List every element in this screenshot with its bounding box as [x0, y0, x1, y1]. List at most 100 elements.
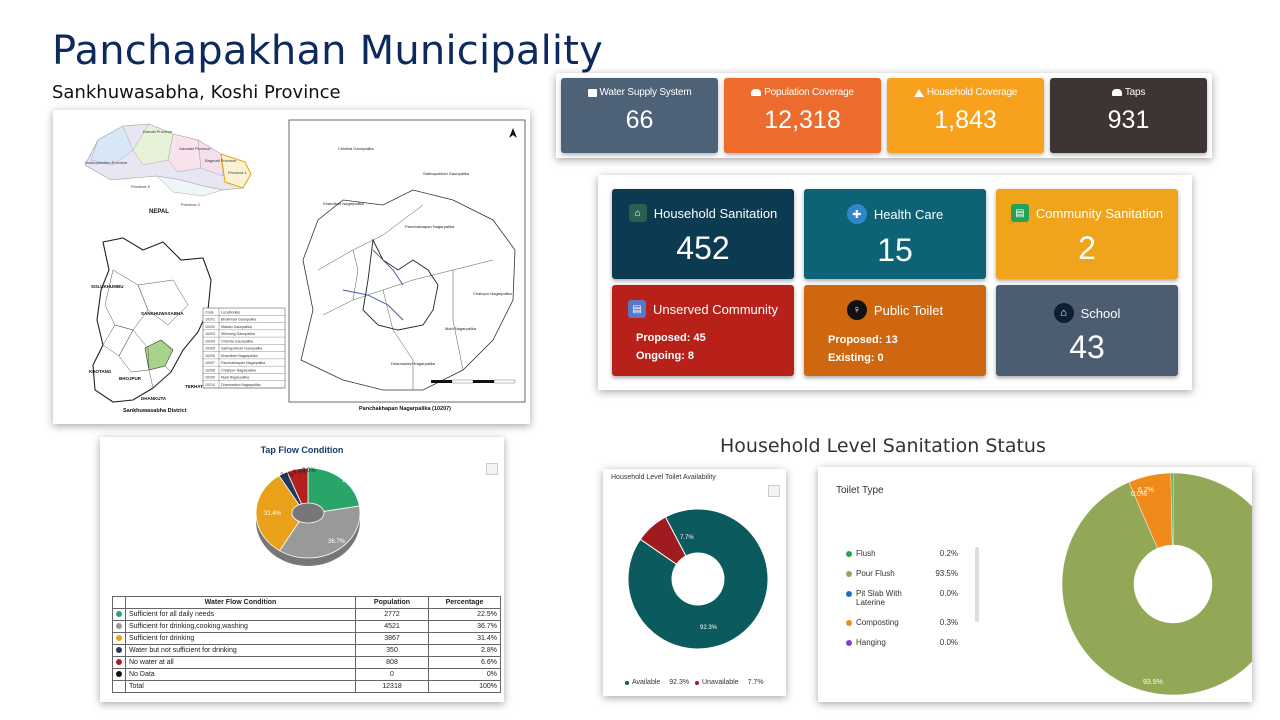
card-school[interactable]: ⌂ School 43 [996, 285, 1178, 376]
localbody-code: 10205 [205, 347, 215, 351]
row-population: 808 [355, 656, 429, 669]
card-value: 2 [1078, 230, 1096, 266]
availability-slice-0[interactable] [627, 508, 769, 650]
tap-flow-pie: 22.5% 36.7% 31.4% 2.8% 6.6%0.0% [255, 467, 361, 566]
toilet-type-slice-2[interactable] [1170, 472, 1174, 546]
stat-household-coverage[interactable]: Household Coverage 1,843 [887, 78, 1044, 153]
availability-slice-1[interactable] [639, 516, 687, 565]
map-label-terhathum: TERHATHUM [185, 384, 213, 389]
row-swatch [112, 620, 126, 633]
tap-slice-0[interactable] [307, 467, 360, 512]
legend-item[interactable]: Flush 0.2% [846, 549, 958, 558]
localbody-code: Code [205, 310, 214, 314]
legend-swatch [625, 680, 629, 685]
row-condition: Sufficient for drinking,cooking,washing [125, 620, 356, 633]
school-icon: ⌂ [1053, 303, 1074, 323]
card-public-toilet[interactable]: ♀ Public Toilet Proposed: 13 Existing: 0 [804, 285, 986, 376]
legend-available[interactable]: Available 92.3% [625, 679, 689, 686]
tap-slice-1[interactable] [279, 505, 361, 559]
card-health-care[interactable]: ✚ Health Care 15 [804, 189, 986, 279]
table-row: Sufficient for drinking 3867 31.4% [112, 632, 501, 645]
map-label-madi: Madi Nagarpalika [445, 326, 477, 331]
map-label-nepal: NEPAL [149, 209, 169, 215]
stat-value: 931 [1107, 106, 1150, 134]
table-header-percentage: Percentage [428, 596, 501, 609]
tap-slice-2[interactable] [255, 475, 300, 552]
toilet-availability-panel: Household Level Toilet Availability 92.3… [603, 469, 786, 696]
legend-item[interactable]: Composting 0.3% [846, 618, 958, 627]
legend-name: Pit Slab With Laterine [856, 589, 902, 607]
table-header-population: Population [355, 596, 429, 609]
tap-flow-table: Water Flow Condition Population Percenta… [112, 596, 501, 693]
stat-value: 12,318 [764, 106, 841, 134]
legend-item[interactable]: Pit Slab With Laterine 0.0% [846, 589, 958, 607]
table-row: No water at all 808 6.6% [112, 656, 501, 669]
toilet-type-panel: Toilet Type Flush 0.2% Pour Flush 93.5% Pit … [818, 467, 1252, 702]
map-label-chainpur: Chainpur Nagarpalika [473, 291, 512, 296]
table-row: Sufficient for drinking,cooking,washing 4… [112, 620, 501, 633]
legend-unavailable[interactable]: Unavailable 7.7% [695, 679, 764, 686]
legend-item[interactable]: Pour Flush 93.5% [846, 569, 958, 578]
stat-taps[interactable]: Taps 931 [1050, 78, 1207, 153]
legend-pct: 92.3% [669, 679, 690, 686]
location-map: Karnali Province Gandaki Province Sudurp… [53, 110, 530, 424]
map-label-bhojpur: BHOJPUR [119, 376, 142, 381]
tap-slice-4[interactable] [286, 467, 309, 505]
localbody-name: Dharmadevi Nagarpalika [221, 383, 261, 387]
card-line-existing: Existing: 0 [828, 352, 884, 364]
toilet-type-slice-0[interactable] [1061, 472, 1252, 696]
stat-population-coverage[interactable]: Population Coverage 12,318 [724, 78, 881, 153]
localbody-name: Sabhapokhari Gaunpalika [221, 347, 262, 351]
row-percentage: 0% [428, 668, 501, 681]
card-value: 452 [676, 230, 730, 266]
map-label-chichila: Chichila Gaunpalika [338, 146, 374, 151]
card-community-sanitation[interactable]: ▤ Community Sanitation 2 [996, 189, 1178, 279]
clipboard-icon: ▤ [1010, 204, 1029, 222]
card-household-sanitation[interactable]: ⌂ Household Sanitation 452 [612, 189, 794, 279]
legend-pct: 0.0% [939, 589, 958, 598]
row-percentage: 31.4% [428, 632, 501, 645]
legend-pct: 0.2% [939, 549, 958, 558]
legend-pct: 93.5% [935, 569, 958, 578]
legend-name: Hanging [856, 638, 886, 647]
map-label-province5: Province 5 [131, 184, 151, 189]
map-label-panchakhapan: Panchakhapan Nagarpalika [405, 224, 455, 229]
toilet-type-slice-label: 93.5% [1143, 679, 1163, 686]
localbody-code: 10204 [205, 339, 215, 343]
tap-slice-label: 22.5% [342, 478, 360, 484]
table-row: Sufficient for all daily needs 2772 22.5% [112, 608, 501, 621]
table-header-condition: Water Flow Condition [125, 596, 356, 609]
card-unserved-community[interactable]: ▤ Unserved Community Proposed: 45 Ongoing… [612, 285, 794, 376]
map-caption: Panchakhapan Nagarpalika (10207) [359, 406, 451, 412]
map-label-dhankuta: DHANKUTA [141, 396, 167, 401]
home-icon [913, 88, 924, 97]
localbody-name: Bhotkhola Gaunpalika [221, 318, 256, 322]
localbody-code: 10210 [205, 383, 215, 387]
panel-menu-button[interactable] [486, 463, 498, 475]
map-label-sankhuwasabha: SANKHUWASABHA [141, 311, 184, 316]
panel-menu-button[interactable] [768, 485, 780, 497]
color-dot-icon [116, 610, 122, 617]
tap-slice-label: 0.0% [302, 468, 316, 474]
card-label: Household Sanitation [653, 205, 778, 221]
stat-label: Water Supply System [599, 87, 692, 98]
stat-water-supply[interactable]: Water Supply System 66 [561, 78, 718, 153]
map-label-bagmati: Bagmati Province [205, 158, 237, 163]
localbody-name: Khandbari Nagarpalika [221, 354, 258, 358]
availability-slice-label: 7.7% [680, 535, 694, 541]
legend-item[interactable]: Hanging 0.0% [846, 638, 958, 647]
map-label-karnali: Karnali Province [143, 129, 173, 134]
toilet-type-title: Toilet Type [836, 485, 884, 496]
card-label: Unserved Community [653, 301, 778, 317]
localbody-name: Chainpur Nagarpalika [221, 368, 256, 372]
localbody-code: 10207 [205, 361, 215, 365]
house-icon: ⌂ [628, 204, 647, 222]
row-swatch [112, 668, 126, 681]
toilet-type-donut: 93.5% 6.2%0.0% [1061, 472, 1252, 696]
card-label: Public Toilet [873, 302, 944, 318]
health-icon: ✚ [846, 204, 867, 224]
legend-scrollbar[interactable] [975, 547, 979, 622]
map-label-province2: Province 2 [181, 202, 201, 207]
map-label-sudurpaschim: Sudurpaschim Province [85, 160, 128, 165]
row-swatch [112, 608, 126, 621]
